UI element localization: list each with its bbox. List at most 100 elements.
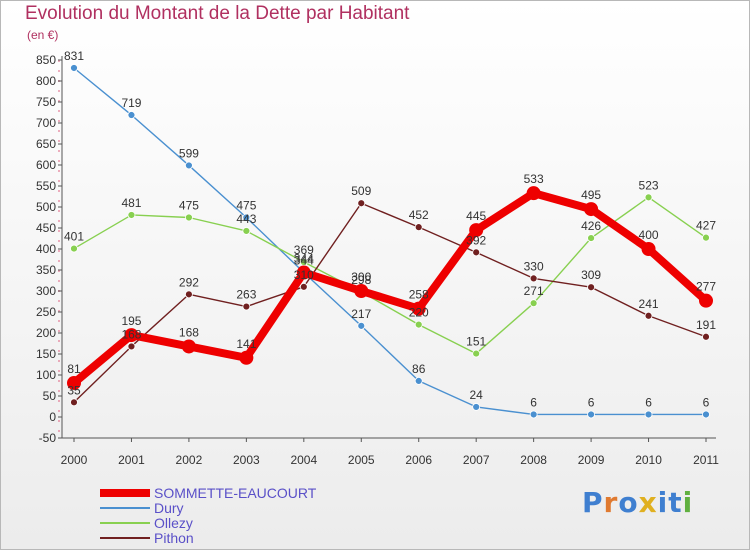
data-label: 191 bbox=[696, 318, 716, 332]
data-label: 309 bbox=[581, 268, 601, 282]
y-tick-label: 150 bbox=[36, 347, 56, 361]
legend-swatch bbox=[100, 507, 150, 509]
data-label: 599 bbox=[179, 146, 199, 160]
data-point bbox=[299, 282, 308, 291]
data-point bbox=[587, 234, 595, 242]
x-tick-label: 2007 bbox=[463, 453, 490, 467]
data-label: 6 bbox=[588, 395, 595, 409]
data-point bbox=[699, 293, 713, 308]
y-tick-label: 450 bbox=[36, 221, 56, 235]
data-label: 445 bbox=[466, 209, 486, 223]
data-point bbox=[185, 161, 193, 170]
series-line-sommette-eaucourt bbox=[70, 189, 710, 387]
data-label: 481 bbox=[121, 196, 141, 210]
data-label: 310 bbox=[294, 268, 314, 282]
y-unit-label: (en €) bbox=[27, 28, 59, 42]
legend-label: Dury bbox=[154, 500, 184, 516]
data-point bbox=[185, 290, 193, 299]
data-label: 277 bbox=[696, 280, 716, 294]
legend-label: SOMMETTE-EAUCOURT bbox=[154, 485, 317, 501]
data-point bbox=[587, 283, 595, 292]
data-point bbox=[354, 284, 369, 298]
data-point bbox=[127, 342, 136, 351]
data-point bbox=[296, 265, 311, 280]
data-point bbox=[472, 349, 481, 358]
data-label: 426 bbox=[581, 219, 601, 233]
data-point bbox=[124, 328, 139, 343]
data-label: 392 bbox=[466, 233, 486, 247]
data-label: 330 bbox=[524, 259, 544, 273]
x-tick-label: 2009 bbox=[578, 453, 605, 467]
data-point bbox=[127, 211, 136, 219]
logo-letter: o bbox=[618, 486, 639, 519]
data-label: 401 bbox=[64, 230, 84, 244]
data-point bbox=[702, 410, 710, 419]
data-label: 719 bbox=[121, 96, 141, 110]
y-tick-label: 550 bbox=[36, 179, 56, 193]
data-point bbox=[181, 339, 196, 354]
data-label: 271 bbox=[524, 284, 544, 298]
data-point bbox=[357, 321, 366, 330]
data-label: 220 bbox=[409, 306, 429, 320]
data-point bbox=[239, 350, 254, 365]
data-label: 344 bbox=[294, 252, 314, 266]
series-line-pithon bbox=[73, 202, 707, 403]
x-tick-label: 2003 bbox=[233, 453, 260, 467]
y-tick-label: 500 bbox=[36, 200, 56, 214]
data-label: 151 bbox=[466, 335, 486, 349]
data-label: 195 bbox=[121, 314, 141, 328]
y-tick-label: 700 bbox=[36, 116, 56, 130]
data-label: 475 bbox=[236, 199, 256, 213]
data-point bbox=[357, 199, 366, 208]
data-point bbox=[414, 320, 423, 329]
data-point bbox=[587, 410, 595, 419]
x-tick-label: 2008 bbox=[520, 453, 547, 467]
data-label: 298 bbox=[351, 273, 371, 287]
y-tick-label: 600 bbox=[36, 158, 56, 172]
legend-label: Ollezy bbox=[154, 515, 193, 531]
y-tick-label: 0 bbox=[49, 410, 56, 424]
data-label: 217 bbox=[351, 307, 371, 321]
data-label: 81 bbox=[67, 362, 81, 376]
data-label: 24 bbox=[470, 388, 484, 402]
data-point bbox=[242, 227, 251, 235]
data-point bbox=[702, 233, 710, 242]
data-point bbox=[529, 410, 538, 419]
data-label: 400 bbox=[639, 228, 659, 242]
y-tick-label: 250 bbox=[36, 305, 56, 319]
x-tick-label: 2004 bbox=[290, 453, 317, 467]
logo-letter: r bbox=[603, 486, 619, 519]
series-line-ollezy bbox=[73, 196, 707, 355]
data-label: 509 bbox=[351, 184, 371, 198]
y-tick-label: 350 bbox=[36, 263, 56, 277]
data-label: 831 bbox=[64, 49, 84, 63]
data-point bbox=[411, 301, 426, 316]
data-label: 168 bbox=[179, 325, 199, 339]
legend-swatch bbox=[100, 537, 150, 539]
data-label: 6 bbox=[703, 395, 710, 409]
legend-swatch bbox=[100, 489, 150, 497]
x-tick-label: 2002 bbox=[176, 453, 203, 467]
data-point bbox=[472, 248, 481, 257]
x-tick-label: 2005 bbox=[348, 453, 375, 467]
y-tick-label: 50 bbox=[43, 389, 57, 403]
chart-title: Evolution du Montant de la Dette par Hab… bbox=[25, 3, 410, 24]
data-point bbox=[529, 299, 538, 308]
y-tick-label: 300 bbox=[36, 284, 56, 298]
data-point bbox=[526, 186, 541, 201]
data-label: 344 bbox=[294, 254, 314, 268]
logo-letter: P bbox=[582, 486, 604, 519]
data-point bbox=[472, 403, 481, 411]
data-point bbox=[242, 213, 251, 222]
y-tick-label: 100 bbox=[36, 368, 56, 382]
data-label: 495 bbox=[581, 188, 601, 202]
data-point bbox=[641, 242, 656, 256]
x-tick-label: 2010 bbox=[635, 453, 662, 467]
y-tick-label: 850 bbox=[36, 53, 56, 67]
data-point bbox=[185, 213, 193, 222]
legend-swatch bbox=[100, 522, 150, 524]
y-tick-label: 650 bbox=[36, 137, 56, 151]
data-label: 523 bbox=[639, 178, 659, 192]
